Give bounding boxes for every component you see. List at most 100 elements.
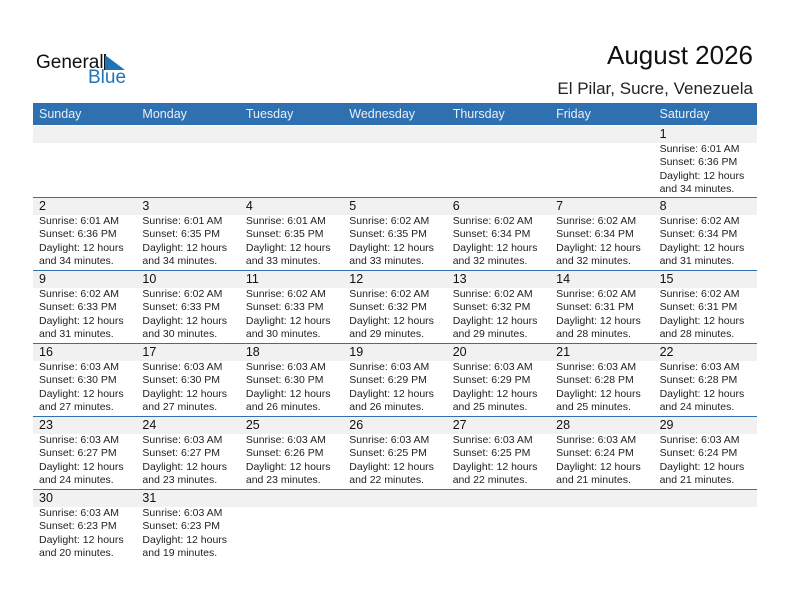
sunrise-text: Sunrise: 6:03 AM bbox=[556, 361, 637, 373]
general-blue-logo: General Blue bbox=[36, 52, 136, 92]
weekday-header: Sunday Monday Tuesday Wednesday Thursday… bbox=[33, 103, 757, 125]
day-number: 31 bbox=[142, 491, 157, 505]
sunset-text: Sunset: 6:25 PM bbox=[452, 447, 531, 460]
minutes-text: and 30 minutes. bbox=[142, 328, 218, 341]
day-cell: 19 Sunrise: 6:03 AM Sunset: 6:29 PM Dayligh… bbox=[343, 344, 446, 416]
day-number: 23 bbox=[39, 418, 53, 432]
sunrise-text: Sunrise: 6:03 AM bbox=[39, 507, 119, 519]
weekday-wednesday: Wednesday bbox=[349, 107, 416, 121]
minutes-text: and 24 minutes. bbox=[39, 474, 114, 487]
date-band bbox=[33, 198, 757, 215]
sunset-text: Sunset: 6:33 PM bbox=[245, 301, 324, 314]
day-number: 13 bbox=[452, 272, 467, 286]
day-cell: 2 Sunrise: 6:01 AM Sunset: 6:36 PM Daylight… bbox=[33, 198, 136, 270]
minutes-text: and 20 minutes. bbox=[39, 547, 114, 560]
day-cell: 31 Sunrise: 6:03 AM Sunset: 6:23 PM Dayligh… bbox=[136, 490, 239, 562]
minutes-text: and 28 minutes. bbox=[659, 328, 735, 341]
sunrise-text: Sunrise: 6:01 AM bbox=[245, 215, 326, 227]
sunset-text: Sunset: 6:34 PM bbox=[659, 228, 738, 241]
sunrise-text: Sunrise: 6:02 AM bbox=[659, 288, 740, 300]
minutes-text: and 28 minutes. bbox=[556, 328, 631, 341]
daylight-text: Daylight: 12 hours bbox=[245, 387, 331, 400]
daylight-text: Daylight: 12 hours bbox=[659, 460, 745, 473]
sunset-text: Sunset: 6:28 PM bbox=[556, 374, 634, 387]
sunset-text: Sunset: 6:25 PM bbox=[349, 447, 427, 460]
day-number: 27 bbox=[452, 418, 467, 432]
minutes-text: and 26 minutes. bbox=[245, 401, 321, 414]
daylight-text: Daylight: 12 hours bbox=[659, 387, 745, 400]
date-band bbox=[33, 344, 757, 361]
day-cell: 23 Sunrise: 6:03 AM Sunset: 6:27 PM Dayligh… bbox=[33, 417, 136, 489]
daylight-text: Daylight: 12 hours bbox=[349, 387, 434, 400]
day-number: 6 bbox=[452, 199, 460, 213]
day-cell: 10 Sunrise: 6:02 AM Sunset: 6:33 PM Dayligh… bbox=[136, 271, 239, 343]
weekday-thursday: Thursday bbox=[452, 107, 505, 121]
daylight-text: Daylight: 12 hours bbox=[142, 314, 228, 327]
minutes-text: and 25 minutes. bbox=[556, 401, 631, 414]
date-band bbox=[33, 417, 757, 434]
minutes-text: and 29 minutes. bbox=[452, 328, 528, 341]
minutes-text: and 34 minutes. bbox=[659, 183, 735, 196]
sunrise-text: Sunrise: 6:01 AM bbox=[659, 143, 740, 155]
minutes-text: and 29 minutes. bbox=[349, 328, 424, 341]
sunset-text: Sunset: 6:36 PM bbox=[39, 228, 117, 241]
minutes-text: and 34 minutes. bbox=[142, 255, 218, 268]
day-number: 18 bbox=[245, 345, 260, 359]
daylight-text: Daylight: 12 hours bbox=[39, 460, 124, 473]
daylight-text: Daylight: 12 hours bbox=[659, 169, 745, 182]
day-number: 15 bbox=[659, 272, 674, 286]
minutes-text: and 32 minutes. bbox=[556, 255, 631, 268]
logo-bar bbox=[104, 54, 106, 70]
weekday-monday: Monday bbox=[142, 107, 187, 121]
day-cell: 1 Sunrise: 6:01 AM Sunset: 6:36 PM Daylight… bbox=[654, 126, 757, 198]
day-cell: 3 Sunrise: 6:01 AM Sunset: 6:35 PM Daylight… bbox=[136, 198, 239, 270]
sunrise-text: Sunrise: 6:02 AM bbox=[142, 288, 223, 300]
sunrise-text: Sunrise: 6:02 AM bbox=[452, 215, 533, 227]
day-cell: 16 Sunrise: 6:03 AM Sunset: 6:30 PM Dayligh… bbox=[33, 344, 136, 416]
daylight-text: Daylight: 12 hours bbox=[142, 387, 228, 400]
minutes-text: and 19 minutes. bbox=[142, 547, 218, 560]
sunrise-text: Sunrise: 6:03 AM bbox=[452, 361, 533, 373]
day-number: 26 bbox=[349, 418, 364, 432]
sunset-text: Sunset: 6:26 PM bbox=[245, 447, 324, 460]
daylight-text: Daylight: 12 hours bbox=[452, 314, 538, 327]
day-number: 20 bbox=[452, 345, 467, 359]
week-row: 1 Sunrise: 6:01 AM Sunset: 6:36 PM Daylight… bbox=[33, 126, 757, 198]
daylight-text: Daylight: 12 hours bbox=[142, 533, 228, 546]
weekday-friday: Friday bbox=[556, 107, 591, 121]
sunset-text: Sunset: 6:24 PM bbox=[659, 447, 738, 460]
minutes-text: and 31 minutes. bbox=[39, 328, 114, 341]
daylight-text: Daylight: 12 hours bbox=[556, 314, 641, 327]
logo-text-blue: Blue bbox=[88, 67, 127, 88]
sunrise-text: Sunrise: 6:02 AM bbox=[349, 288, 430, 300]
daylight-text: Daylight: 12 hours bbox=[39, 533, 124, 546]
minutes-text: and 33 minutes. bbox=[245, 255, 321, 268]
minutes-text: and 33 minutes. bbox=[349, 255, 424, 268]
day-number: 5 bbox=[349, 199, 357, 213]
sunrise-text: Sunrise: 6:03 AM bbox=[349, 434, 430, 446]
day-number: 3 bbox=[142, 199, 150, 213]
day-cell: 5 Sunrise: 6:02 AM Sunset: 6:35 PM Daylight… bbox=[343, 198, 446, 270]
sunset-text: Sunset: 6:29 PM bbox=[349, 374, 427, 387]
sunset-text: Sunset: 6:35 PM bbox=[349, 228, 427, 241]
date-band bbox=[33, 490, 757, 507]
day-cell: 8 Sunrise: 6:02 AM Sunset: 6:34 PM Daylight… bbox=[654, 198, 757, 270]
day-number: 25 bbox=[245, 418, 260, 432]
day-number: 11 bbox=[245, 272, 259, 286]
day-cell: 27 Sunrise: 6:03 AM Sunset: 6:25 PM Dayligh… bbox=[447, 417, 550, 489]
day-number: 30 bbox=[39, 491, 53, 505]
day-number: 14 bbox=[556, 272, 571, 286]
day-cell: 30 Sunrise: 6:03 AM Sunset: 6:23 PM Dayligh… bbox=[33, 490, 136, 562]
minutes-text: and 34 minutes. bbox=[39, 255, 114, 268]
day-number: 2 bbox=[39, 199, 46, 213]
week-row: 9 Sunrise: 6:02 AM Sunset: 6:33 PM Daylight… bbox=[33, 270, 757, 343]
date-band bbox=[33, 126, 757, 143]
sunrise-text: Sunrise: 6:02 AM bbox=[39, 288, 119, 300]
sunrise-text: Sunrise: 6:02 AM bbox=[659, 215, 740, 227]
sunrise-text: Sunrise: 6:03 AM bbox=[349, 361, 430, 373]
sunrise-text: Sunrise: 6:03 AM bbox=[142, 507, 223, 519]
day-cell: 9 Sunrise: 6:02 AM Sunset: 6:33 PM Daylight… bbox=[33, 271, 136, 343]
day-cell: 15 Sunrise: 6:02 AM Sunset: 6:31 PM Dayligh… bbox=[654, 271, 757, 343]
sunrise-text: Sunrise: 6:03 AM bbox=[452, 434, 533, 446]
day-cell: 20 Sunrise: 6:03 AM Sunset: 6:29 PM Dayligh… bbox=[447, 344, 550, 416]
